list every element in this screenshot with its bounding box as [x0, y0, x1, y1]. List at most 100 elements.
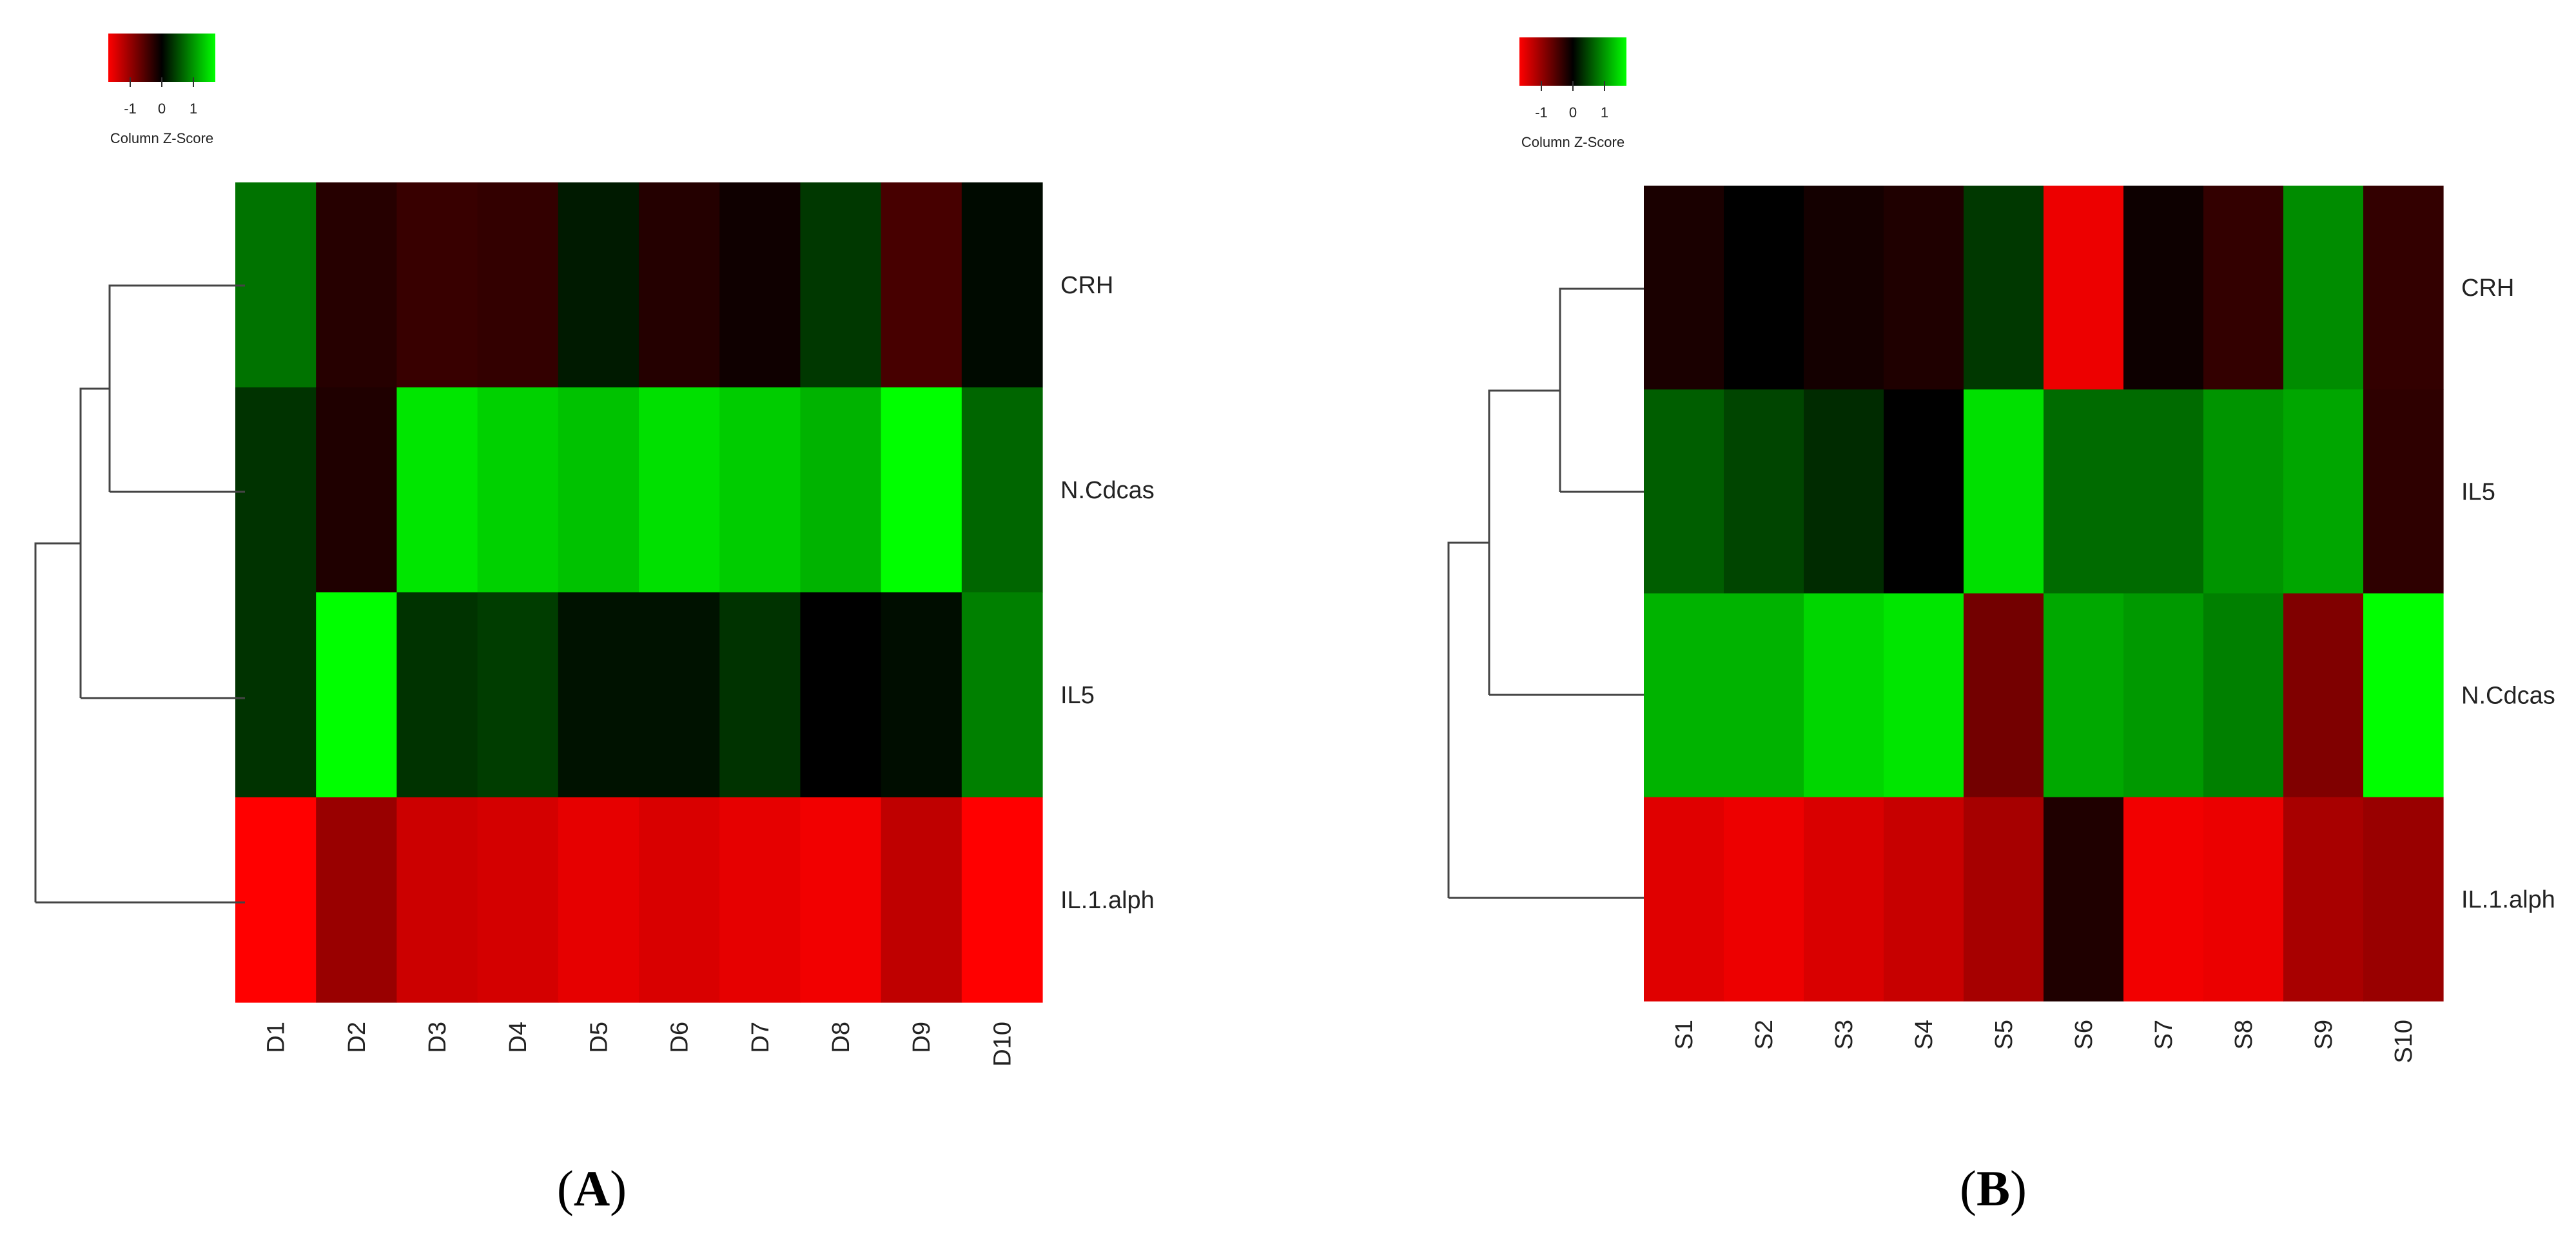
heatmap-cell: [800, 797, 882, 1003]
heatmap-cell: [2363, 593, 2444, 798]
heatmap-cell: [396, 797, 478, 1003]
column-label: S2: [1751, 1020, 1778, 1049]
column-labels-b: S1 S2 S3 S4 S5 S6 S7 S8 S9 S10: [1671, 1020, 2417, 1064]
heatmap-cell: [2044, 389, 2124, 594]
heatmap-cell: [1724, 593, 1804, 798]
heatmap-cell: [639, 387, 720, 593]
color-key-tick: -1: [124, 101, 137, 117]
row-labels-a: CRH N.Cdcas IL5 IL.1.alph: [1060, 272, 1155, 914]
column-label: D7: [747, 1022, 774, 1053]
column-label: S5: [1991, 1020, 2018, 1049]
heatmap-cell: [2123, 797, 2204, 1002]
heatmap-cell: [961, 182, 1043, 388]
row-label: IL.1.alph: [2461, 886, 2555, 913]
heatmap-cell: [719, 182, 801, 388]
heatmap-cell: [2283, 186, 2364, 390]
heatmap-cell: [396, 182, 478, 388]
heatmap-cell: [316, 182, 397, 388]
row-label: CRH: [1060, 272, 1113, 299]
heatmap-cell: [719, 797, 801, 1003]
heatmap-cell: [2203, 389, 2284, 594]
heatmap-cell: [2363, 186, 2444, 390]
column-label: S9: [2310, 1020, 2337, 1049]
column-label: D3: [424, 1022, 451, 1053]
row-label: N.Cdcas: [1060, 477, 1155, 504]
heatmap-cell: [881, 182, 962, 388]
column-label: S10: [2390, 1020, 2417, 1064]
heatmap-cell: [2044, 797, 2124, 1002]
heatmap-cell: [1644, 593, 1724, 798]
heatmap-cells-a: [235, 182, 1043, 1003]
heatmap-cell: [1644, 389, 1724, 594]
column-label: S8: [2230, 1020, 2258, 1049]
heatmap-cell: [396, 387, 478, 593]
row-label: IL5: [1060, 682, 1095, 709]
heatmap-cell: [1884, 186, 1964, 390]
column-label: S1: [1671, 1020, 1698, 1049]
heatmap-cell: [881, 387, 962, 593]
column-label: D1: [263, 1022, 290, 1053]
column-label: D4: [505, 1022, 532, 1053]
column-labels-a: D1 D2 D3 D4 D5 D6 D7 D8 D9 D10: [263, 1022, 1017, 1067]
color-key-title: Column Z-Score: [110, 130, 213, 146]
column-label: S3: [1831, 1020, 1858, 1049]
heatmap-cell: [961, 797, 1043, 1003]
heatmap-cell: [2203, 186, 2284, 390]
heatmap-cell: [1804, 593, 1884, 798]
heatmap-cell: [719, 592, 801, 798]
heatmap-cell: [2363, 389, 2444, 594]
heatmap-cell: [1884, 389, 1964, 594]
heatmap-cell: [961, 592, 1043, 798]
row-dendrogram-a: [34, 284, 245, 904]
heatmap-cell: [719, 387, 801, 593]
heatmap-cell: [1804, 186, 1884, 390]
heatmap-cell: [558, 592, 639, 798]
color-key-a: -1 0 1 Column Z-Score: [108, 34, 215, 146]
heatmap-cell: [2283, 593, 2364, 798]
heatmap-cell: [1804, 797, 1884, 1002]
heatmap-cell: [961, 387, 1043, 593]
column-label: D6: [667, 1022, 694, 1053]
heatmap-panel-b: -1 0 1 Column Z-Score CRH IL5 N.Cdcas IL.1.…: [1447, 37, 2555, 1216]
color-key-tick: 0: [1569, 104, 1577, 121]
heatmap-cells-b: [1644, 186, 2444, 1002]
heatmap-cell: [558, 797, 639, 1003]
heatmap-cell: [2283, 797, 2364, 1002]
heatmap-cell: [477, 387, 559, 593]
column-label: S4: [1911, 1020, 1938, 1049]
heatmap-cell: [800, 182, 882, 388]
row-labels-b: CRH IL5 N.Cdcas IL.1.alph: [2461, 275, 2555, 913]
heatmap-cell: [1964, 593, 2044, 798]
heatmap-cell: [800, 387, 882, 593]
heatmap-cell: [639, 182, 720, 388]
row-dendrogram-b: [1447, 287, 1644, 899]
heatmap-cell: [1884, 797, 1964, 1002]
column-label: D9: [908, 1022, 935, 1053]
heatmap-cell: [235, 797, 317, 1003]
color-key-title: Column Z-Score: [1521, 134, 1625, 150]
heatmap-panel-a: -1 0 1 Column Z-Score CRH N.Cdcas IL5 IL.1.…: [34, 34, 1155, 1216]
color-key-tick: 1: [190, 101, 197, 117]
heatmap-cell: [235, 592, 317, 798]
column-label: D5: [585, 1022, 612, 1053]
column-label: D8: [828, 1022, 855, 1053]
row-label: CRH: [2461, 275, 2514, 302]
heatmap-cell: [1724, 797, 1804, 1002]
heatmap-cell: [396, 592, 478, 798]
row-label: IL.1.alph: [1060, 887, 1155, 914]
panel-label-a: (A): [557, 1160, 627, 1216]
column-label: S6: [2071, 1020, 2098, 1049]
color-key-b: -1 0 1 Column Z-Score: [1519, 37, 1626, 150]
heatmap-cell: [1804, 389, 1884, 594]
heatmap-cell: [477, 592, 559, 798]
color-key-tick: 1: [1601, 104, 1608, 121]
heatmap-cell: [1724, 389, 1804, 594]
heatmap-cell: [1964, 186, 2044, 390]
color-key-bar: [1519, 37, 1626, 86]
heatmap-cell: [800, 592, 882, 798]
heatmap-cell: [2123, 186, 2204, 390]
heatmap-cell: [881, 592, 962, 798]
heatmap-cell: [1644, 186, 1724, 390]
heatmap-cell: [1644, 797, 1724, 1002]
